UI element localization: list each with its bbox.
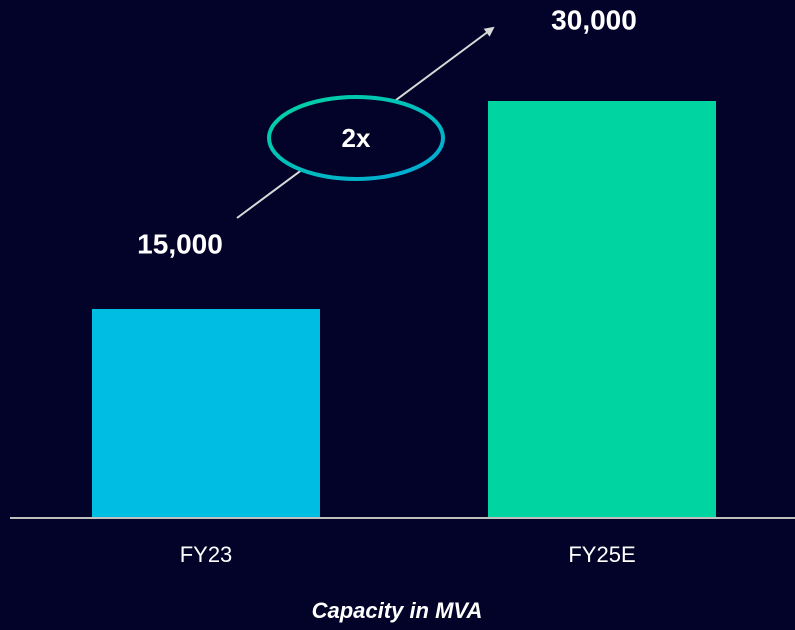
growth-ellipse [267, 95, 445, 181]
x-axis-label: Capacity in MVA [312, 598, 483, 623]
value-label: 30,000 [551, 4, 637, 35]
value-label: 15,000 [137, 228, 223, 259]
growth-annotation: 2x [342, 123, 371, 153]
bar [488, 101, 716, 517]
x-tick-label: FY23 [180, 542, 233, 567]
x-tick-label: FY25E [568, 542, 635, 567]
bar [92, 309, 320, 517]
